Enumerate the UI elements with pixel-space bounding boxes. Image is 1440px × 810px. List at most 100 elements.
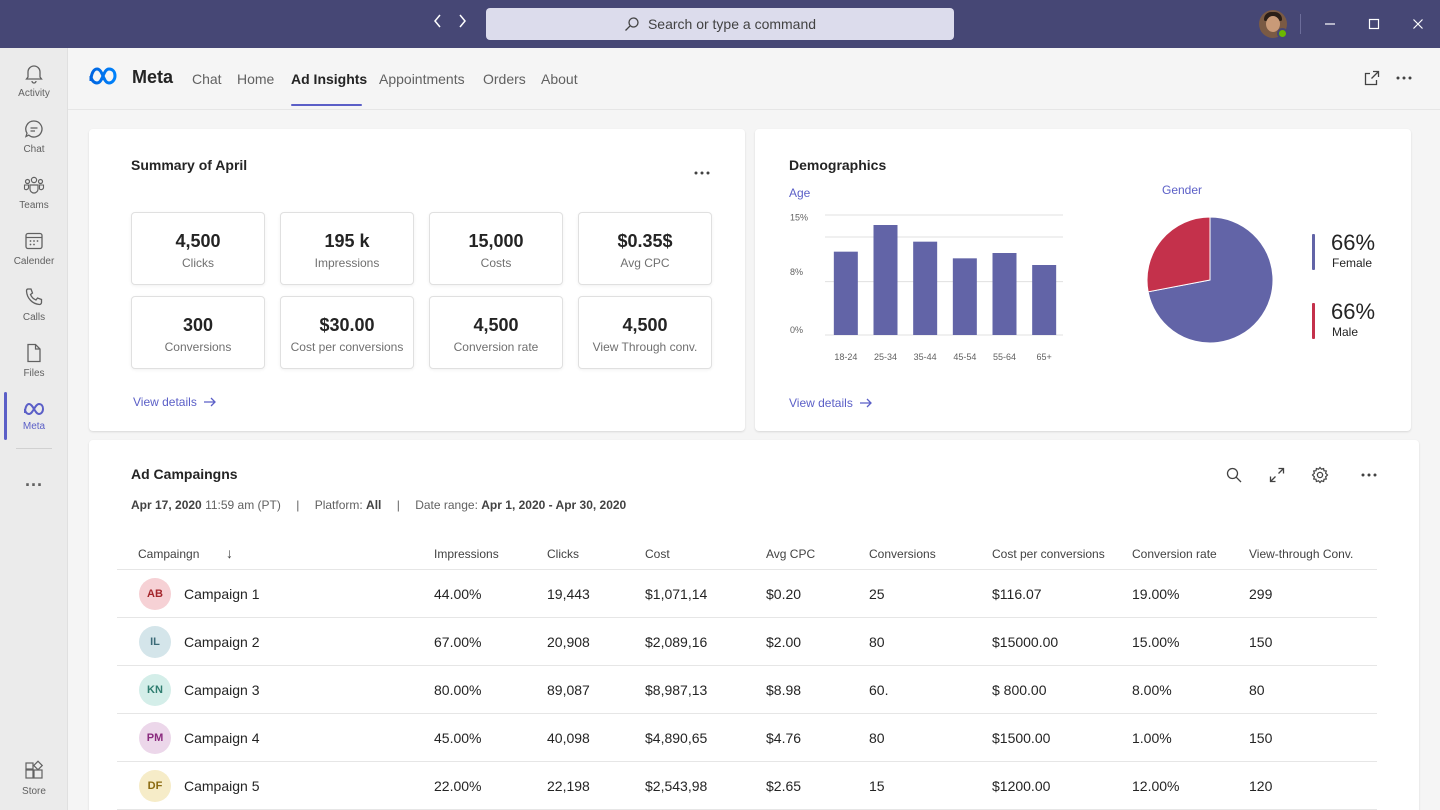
- rail-item-files[interactable]: Files: [0, 332, 68, 388]
- table-search-button[interactable]: [1224, 465, 1244, 485]
- column-header-cost-per-conversion[interactable]: Cost per conversions: [992, 547, 1105, 561]
- cell-campaign-name[interactable]: Campaign 1: [184, 586, 260, 602]
- cell-cost-per-conversion: $1200.00: [992, 778, 1051, 794]
- column-header-cost[interactable]: Cost: [645, 547, 670, 561]
- maximize-button[interactable]: [1364, 14, 1384, 34]
- stat-value: $0.35$: [617, 231, 673, 251]
- table-row[interactable]: [117, 714, 1377, 761]
- tab-about[interactable]: About: [541, 71, 578, 87]
- column-header-clicks[interactable]: Clicks: [547, 547, 579, 561]
- cell-cost: $1,071,14: [645, 586, 708, 602]
- table-settings-button[interactable]: [1310, 465, 1330, 485]
- cell-cost-per-conversion: $1500.00: [992, 730, 1051, 746]
- cell-campaign-name[interactable]: Campaign 2: [184, 634, 260, 650]
- back-button[interactable]: [428, 14, 448, 34]
- more-apps-icon: ...: [24, 470, 43, 490]
- summary-view-details-link[interactable]: View details: [133, 395, 217, 409]
- rail-item-calls[interactable]: Calls: [0, 276, 68, 332]
- cell-campaign-name[interactable]: Campaign 4: [184, 730, 260, 746]
- column-header-campaign[interactable]: Campaingn: [138, 547, 200, 561]
- rail-item-activity[interactable]: Activity: [0, 52, 68, 108]
- cell-impressions: 67.00%: [434, 634, 482, 650]
- column-header-conversion-rate[interactable]: Conversion rate: [1132, 547, 1217, 561]
- legend-female-swatch: [1312, 234, 1315, 270]
- report-time: 11:59 am (PT): [205, 498, 281, 512]
- age-label: Age: [789, 186, 811, 200]
- rail-more-apps-button[interactable]: ...: [0, 454, 68, 506]
- table-expand-button[interactable]: [1267, 465, 1287, 485]
- cell-campaign-name[interactable]: Campaign 3: [184, 682, 260, 698]
- table-divider: [117, 617, 1377, 618]
- campaign-avatar: IL: [139, 626, 171, 658]
- rail-item-teams[interactable]: Teams: [0, 164, 68, 220]
- tab-home[interactable]: Home: [237, 71, 275, 87]
- pop-out-button[interactable]: [1362, 68, 1382, 88]
- date-range-value[interactable]: Apr 1, 2020 - Apr 30, 2020: [481, 498, 627, 512]
- column-header-conversions[interactable]: Conversions: [869, 547, 936, 561]
- rail-active-indicator: [4, 392, 7, 440]
- table-more-button[interactable]: [1359, 465, 1379, 485]
- user-avatar[interactable]: [1259, 10, 1287, 38]
- x-tick-label: 25-34: [874, 352, 897, 362]
- tab-ad-insights[interactable]: Ad Insights: [291, 71, 368, 87]
- forward-button[interactable]: [452, 14, 472, 34]
- arrow-right-icon: [859, 398, 872, 408]
- rail-item-calendar[interactable]: Calender: [0, 220, 68, 276]
- table-row[interactable]: [117, 618, 1377, 665]
- pie-slice-female: [1147, 216, 1274, 344]
- header-more-button[interactable]: [1394, 68, 1414, 88]
- rail-label: Calls: [22, 311, 46, 323]
- cell-impressions: 45.00%: [434, 730, 482, 746]
- pop-out-icon: [1364, 70, 1380, 86]
- sort-descending-icon[interactable]: ↓: [226, 545, 233, 561]
- campaign-avatar: AB: [139, 578, 171, 610]
- meta-logo-icon: [89, 67, 117, 85]
- legend-male-value: 66%: [1331, 299, 1376, 324]
- search-box[interactable]: Search or type a command: [486, 8, 954, 40]
- tab-chat[interactable]: Chat: [192, 71, 222, 87]
- cell-avg-cpc: $2.00: [766, 634, 802, 650]
- campaigns-card: [89, 440, 1419, 810]
- platform-value[interactable]: All: [366, 498, 382, 512]
- column-header-view-through[interactable]: View-through Conv.: [1249, 547, 1354, 561]
- summary-more-button[interactable]: [694, 162, 710, 180]
- table-row[interactable]: [117, 570, 1377, 617]
- meta-separator: |: [296, 498, 300, 512]
- rail-label: Chat: [23, 143, 45, 155]
- demographics-view-details-link[interactable]: View details: [789, 396, 873, 410]
- rail-item-meta[interactable]: Meta: [0, 388, 68, 444]
- minimize-button[interactable]: [1320, 14, 1340, 34]
- close-button[interactable]: [1408, 14, 1428, 34]
- column-header-avg-cpc[interactable]: Avg CPC: [766, 547, 816, 561]
- chevron-left-icon: [434, 14, 441, 28]
- campaigns-title: Ad Campaingns: [131, 466, 238, 482]
- date-range-label: Date range:: [415, 498, 478, 512]
- legend-female-label: Female: [1332, 256, 1373, 270]
- cell-clicks: 40,098: [547, 730, 590, 746]
- cell-avg-cpc: $2.65: [766, 778, 802, 794]
- cell-clicks: 89,087: [547, 682, 590, 698]
- cell-campaign-name[interactable]: Campaign 5: [184, 778, 260, 794]
- gear-icon: [1311, 466, 1329, 484]
- tab-appointments[interactable]: Appointments: [379, 71, 465, 87]
- y-tick-label: 0%: [790, 325, 803, 335]
- column-header-impressions[interactable]: Impressions: [434, 547, 499, 561]
- campaigns-meta-line: Apr 17, 2020 11:59 am (PT) | Platform: A…: [131, 498, 626, 512]
- titlebar-divider: [1300, 14, 1301, 34]
- summary-title: Summary of April: [131, 157, 248, 173]
- rail-item-chat[interactable]: Chat: [0, 108, 68, 164]
- phone-icon: [25, 287, 43, 305]
- cell-conversion-rate: 12.00%: [1132, 778, 1180, 794]
- calendar-icon: [25, 232, 43, 249]
- tab-orders[interactable]: Orders: [483, 71, 526, 87]
- cell-clicks: 19,443: [547, 586, 590, 602]
- demographics-title: Demographics: [789, 157, 887, 173]
- rail-item-store[interactable]: Store: [0, 750, 68, 806]
- table-row[interactable]: [117, 666, 1377, 713]
- cell-view-through: 299: [1249, 586, 1273, 602]
- search-icon: [624, 17, 639, 31]
- table-row[interactable]: [117, 762, 1377, 809]
- stat-value: 195 k: [324, 231, 370, 251]
- stat-label: Conversions: [164, 340, 232, 354]
- file-icon: [27, 343, 41, 362]
